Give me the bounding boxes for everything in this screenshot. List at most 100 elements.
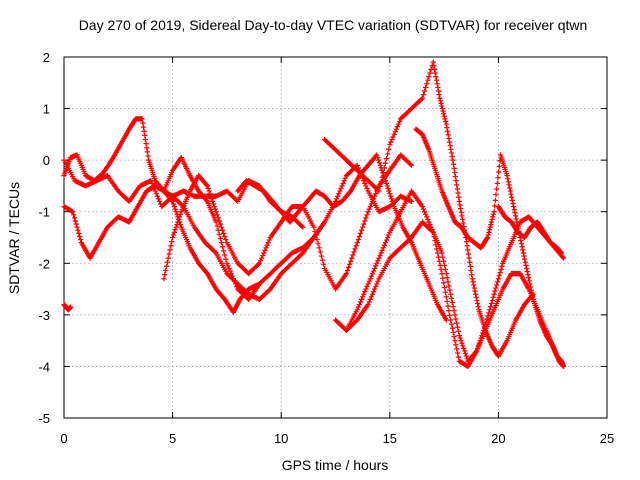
- data-point: [454, 186, 460, 192]
- data-point: [452, 338, 458, 344]
- data-point: [512, 210, 518, 216]
- data-point: [77, 233, 83, 240]
- data-point: [358, 227, 365, 233]
- x-tick-label: 20: [491, 431, 505, 446]
- data-point: [484, 235, 490, 242]
- data-point: [142, 132, 148, 138]
- data-point: [488, 222, 494, 228]
- data-point: [484, 234, 491, 241]
- data-point: [432, 70, 438, 76]
- data-point: [448, 150, 455, 156]
- data-point: [176, 214, 183, 220]
- series-track-10: [413, 126, 567, 370]
- data-point: [170, 198, 176, 204]
- data-point: [524, 265, 530, 272]
- data-point: [442, 289, 449, 295]
- data-point: [214, 212, 220, 218]
- data-point: [373, 283, 379, 290]
- data-point: [224, 260, 230, 266]
- data-point: [458, 206, 464, 212]
- data-point: [529, 293, 536, 299]
- data-point: [266, 237, 272, 243]
- data-point: [452, 169, 458, 176]
- data-point: [365, 301, 371, 308]
- data-point: [366, 206, 372, 212]
- data-point: [369, 291, 376, 297]
- data-point: [456, 198, 462, 204]
- data-point: [428, 224, 434, 230]
- data-point: [511, 203, 517, 210]
- data-point: [522, 259, 528, 265]
- data-point: [430, 229, 436, 235]
- data-point: [390, 134, 396, 140]
- data-point: [379, 247, 385, 253]
- data-point: [377, 162, 383, 168]
- data-point: [376, 255, 382, 261]
- data-point: [439, 103, 445, 109]
- data-point: [148, 178, 154, 184]
- data-point: [225, 263, 231, 269]
- data-point: [230, 276, 237, 282]
- data-point: [435, 254, 442, 260]
- data-point: [234, 283, 240, 290]
- data-point: [155, 196, 162, 202]
- data-point: [354, 307, 360, 313]
- data-point: [560, 363, 567, 370]
- y-tick-label: -1: [38, 205, 50, 220]
- data-point: [385, 185, 391, 192]
- data-point: [443, 317, 449, 323]
- data-point: [518, 241, 525, 247]
- data-point: [362, 218, 368, 224]
- data-point: [419, 203, 425, 210]
- data-point: [367, 296, 373, 302]
- data-point: [408, 162, 415, 168]
- data-point: [210, 201, 217, 207]
- data-point: [486, 229, 492, 235]
- data-point: [360, 294, 366, 300]
- data-point: [337, 188, 343, 194]
- data-point: [340, 180, 346, 186]
- data-point: [261, 250, 267, 256]
- data-point: [318, 253, 324, 259]
- data-point: [391, 131, 397, 137]
- data-point: [497, 269, 503, 276]
- data-point: [364, 283, 370, 290]
- data-point: [375, 278, 381, 284]
- data-point: [494, 282, 500, 288]
- data-point: [374, 260, 380, 266]
- data-point: [504, 173, 510, 179]
- data-point: [376, 160, 382, 166]
- data-point: [451, 165, 457, 171]
- data-point: [255, 261, 261, 267]
- data-point: [440, 254, 446, 260]
- data-point: [381, 165, 387, 171]
- data-point: [142, 136, 149, 143]
- data-point: [171, 229, 177, 235]
- data-point: [455, 328, 462, 334]
- data-point: [256, 260, 263, 266]
- data-point: [378, 179, 384, 185]
- data-point: [474, 297, 480, 304]
- data-point: [491, 291, 497, 297]
- data-point: [213, 219, 219, 225]
- data-point: [490, 294, 496, 300]
- data-point: [444, 125, 450, 131]
- data-point: [171, 203, 177, 210]
- data-point: [375, 187, 381, 193]
- data-point: [448, 321, 455, 327]
- data-point: [370, 268, 377, 274]
- data-point: [357, 299, 364, 305]
- data-point: [203, 182, 210, 188]
- data-point: [226, 265, 232, 272]
- data-point: [70, 209, 76, 215]
- data-point: [447, 287, 453, 293]
- data-point: [343, 271, 349, 277]
- data-point: [144, 145, 150, 151]
- data-point: [433, 73, 439, 80]
- data-point: [450, 304, 456, 310]
- data-point: [441, 262, 448, 268]
- data-point: [264, 242, 270, 248]
- data-point: [362, 289, 368, 295]
- data-point: [371, 265, 378, 272]
- data-point: [361, 291, 367, 297]
